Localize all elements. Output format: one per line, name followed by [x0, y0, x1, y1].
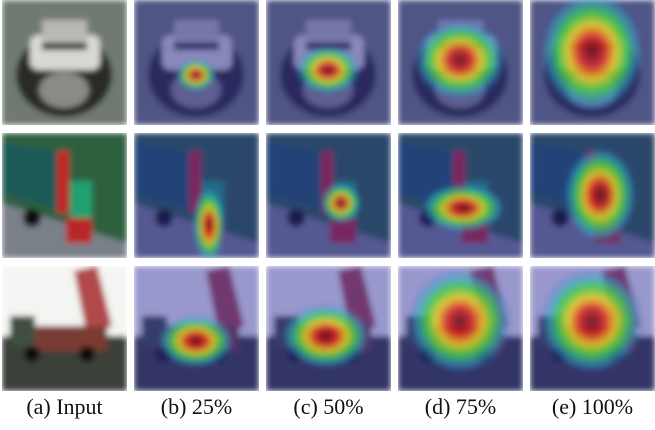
heatmap	[176, 59, 216, 91]
image	[2, 266, 127, 391]
heatmap	[193, 187, 225, 263]
bow	[39, 72, 89, 108]
heatmap	[321, 183, 361, 223]
image	[398, 133, 523, 258]
image-cell	[530, 133, 655, 258]
image-cell	[398, 266, 523, 391]
heatmap	[564, 147, 636, 243]
image	[2, 0, 127, 125]
heatmap	[158, 315, 234, 367]
image-cell	[266, 266, 391, 391]
deck	[30, 35, 100, 70]
heatmap	[282, 304, 370, 368]
image-cell	[398, 133, 523, 258]
image	[266, 0, 391, 125]
image-cell	[2, 266, 127, 391]
image	[530, 133, 655, 258]
body	[27, 326, 107, 351]
heatmap	[408, 269, 512, 373]
image-cell	[134, 0, 259, 125]
cab-low	[66, 218, 92, 243]
caption: (d) 75%	[425, 394, 496, 419]
image	[134, 0, 259, 125]
cab	[10, 316, 35, 346]
caption: (e) 100%	[552, 394, 633, 419]
caption: (c) 50%	[293, 394, 363, 419]
wheel	[79, 346, 95, 362]
image	[530, 0, 655, 125]
trailer-end	[57, 151, 69, 213]
image-cell	[2, 0, 127, 125]
image-cell	[2, 133, 127, 258]
heatmap	[421, 184, 505, 232]
image	[398, 266, 523, 391]
caption: (b) 25%	[161, 394, 232, 419]
heatmap	[414, 20, 506, 100]
image	[530, 266, 655, 391]
image	[266, 133, 391, 258]
image-cell	[134, 133, 259, 263]
image	[2, 133, 127, 258]
image-cell	[134, 266, 259, 391]
image-cell	[266, 133, 391, 258]
image	[266, 266, 391, 391]
window	[42, 42, 87, 50]
image	[398, 0, 523, 125]
caption: (a) Input	[26, 394, 102, 419]
image-cell	[530, 0, 655, 125]
image-cell	[266, 0, 391, 125]
heatmap	[296, 46, 360, 94]
heatmap	[540, 269, 644, 373]
wheel	[23, 209, 41, 227]
image-cell	[530, 266, 655, 391]
cabin	[42, 20, 87, 40]
image	[134, 266, 259, 391]
wheel	[24, 346, 40, 362]
cab	[70, 181, 92, 219]
image-cell	[398, 0, 523, 125]
image	[134, 133, 259, 263]
figure: (a) Input (b) 25% (c) 50% (d) 75% (e) 100%	[0, 0, 655, 425]
